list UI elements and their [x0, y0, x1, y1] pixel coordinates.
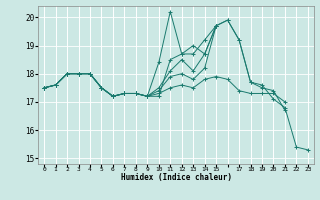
X-axis label: Humidex (Indice chaleur): Humidex (Indice chaleur) [121, 173, 231, 182]
